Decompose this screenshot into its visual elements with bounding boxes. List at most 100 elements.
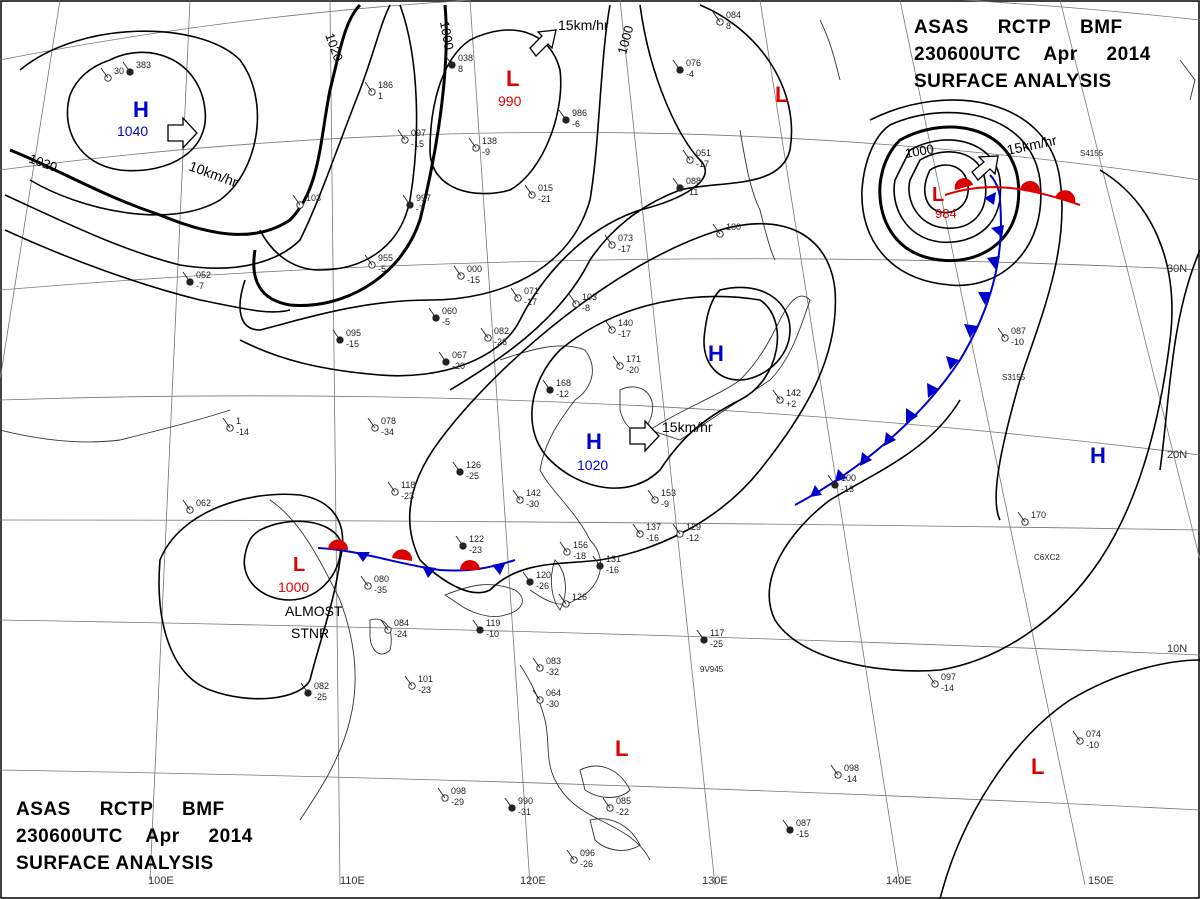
stationary-front-symbols (328, 539, 506, 578)
station-pressure: 083 (546, 656, 561, 666)
station-plot: 062 (182, 498, 211, 514)
longitude-label: 140E (886, 875, 912, 887)
station-pressure: 015 (538, 183, 553, 193)
station-plot: 078-34 (367, 416, 396, 437)
pressure-centers: H 1040 L 990 L L 984 H H 1020 H L 1000 L… (117, 66, 1106, 779)
wind-barb-icon (100, 67, 109, 79)
station-tendency: -6 (572, 119, 580, 129)
motion-arrow-icon (971, 155, 999, 181)
station-pressure: 30 (114, 66, 124, 76)
latitude-label: 10N (1167, 643, 1187, 655)
title-line-2: 230600UTC Apr 2014 (16, 823, 253, 850)
station-pressure: 986 (572, 108, 587, 118)
longitude-label: 100E (148, 875, 174, 887)
wind-barb-icon (480, 327, 489, 339)
station-tendency: +2 (786, 399, 796, 409)
low-center-label: L (932, 184, 944, 206)
station-pressure: 186 (378, 80, 393, 90)
station-tendency: -21 (538, 194, 551, 204)
station-code: S3155 (1002, 373, 1026, 382)
station-code-title: RCTP (997, 17, 1052, 38)
station-plot: 131-16 (592, 554, 621, 575)
station-code: 9V945 (700, 665, 724, 674)
station-tendency: -23 (418, 685, 431, 695)
station-tendency: -15 (467, 275, 480, 285)
office-code: BMF (182, 799, 225, 820)
wind-barb-icon (472, 619, 481, 631)
title-line-2: 230600UTC Apr 2014 (914, 41, 1151, 68)
station-tendency: -23 (469, 545, 482, 555)
station-plot: 103-8 (568, 292, 597, 313)
high-center-label: H (1090, 443, 1106, 468)
wind-barb-icon (380, 619, 389, 631)
isobar-value: 1000 (904, 141, 935, 161)
station-plot: 122-23 (455, 534, 484, 555)
station-plot: 073-17 (604, 233, 633, 254)
station-tendency: 1 (378, 91, 383, 101)
wind-barb-icon (453, 265, 462, 277)
wind-barb-icon (682, 149, 691, 161)
station-tendency: -9 (661, 499, 669, 509)
station-tendency: -24 (394, 629, 407, 639)
wind-barb-icon (1017, 511, 1026, 523)
analysis-month: Apr (145, 826, 180, 847)
station-pressure: 101 (418, 674, 433, 684)
wind-barb-icon (455, 535, 464, 547)
station-plot: 997-7 (402, 193, 431, 214)
station-pressure: 078 (381, 416, 396, 426)
wind-barb-icon (397, 129, 406, 141)
wind-barb-icon (512, 489, 521, 501)
station-pressure: 076 (686, 58, 701, 68)
station-plot: 100 (712, 222, 741, 238)
wind-barb-icon (387, 481, 396, 493)
wind-barb-icon (602, 797, 611, 809)
station-pressure: 103 (582, 292, 597, 302)
title-line-3: SURFACE ANALYSIS (914, 68, 1151, 95)
station-plot: 101-23 (404, 674, 433, 695)
station-pressure: 098 (844, 763, 859, 773)
station-plot: 087-15 (782, 818, 811, 839)
station-tendency: -29 (451, 797, 464, 807)
station-plot: 084-24 (380, 618, 409, 639)
product-name: SURFACE ANALYSIS (16, 853, 214, 874)
cold-front-pacific-barbs (810, 192, 1004, 497)
title-block-bottom: ASAS RCTP BMF 230600UTC Apr 2014 SURFACE… (16, 796, 253, 877)
station-pressure: 1 (236, 416, 241, 426)
station-tendency: -10 (486, 629, 499, 639)
station-plot: 083-32 (532, 656, 561, 677)
wind-barb-icon (222, 417, 231, 429)
latitude-label: 30N (1167, 263, 1187, 275)
low-center-label: L (775, 82, 788, 107)
latitude-label: 20N (1167, 449, 1187, 461)
wind-barb-icon (504, 797, 513, 809)
station-tendency: -30 (546, 699, 559, 709)
wind-barb-icon (830, 764, 839, 776)
wind-barb-icon (1072, 730, 1081, 742)
station-pressure: 168 (556, 378, 571, 388)
product-name: SURFACE ANALYSIS (914, 71, 1112, 92)
motion-arrow-icon (629, 419, 660, 453)
station-pressure: 153 (661, 488, 676, 498)
wind-barb-icon (332, 329, 341, 341)
station-plot: 067-20 (438, 350, 467, 371)
station-pressure: 084 (726, 10, 741, 20)
station-plot: 097-15 (397, 128, 426, 149)
station-plot: 074-10 (1072, 729, 1101, 750)
station-tendency: -12 (556, 389, 569, 399)
station-pressure: 131 (606, 554, 621, 564)
fronts (317, 174, 1081, 578)
high-center-value: 1020 (577, 457, 608, 473)
station-pressure: 142 (786, 388, 801, 398)
station-pressure: 000 (467, 264, 482, 274)
station-pressure: 129 (686, 522, 701, 532)
station-plot: 098-29 (437, 786, 466, 807)
station-pressure: 120 (536, 570, 551, 580)
station-plot: 052-7 (182, 270, 211, 291)
station-codes: S4155 S3155 C6XC2 9V945 (700, 149, 1104, 674)
station-pressure: 082 (314, 681, 329, 691)
station-pressure: 140 (618, 318, 633, 328)
wind-barb-icon (364, 254, 373, 266)
high-center-label: H (586, 429, 602, 454)
wind-barb-icon (532, 689, 541, 701)
station-plot: 156-18 (559, 540, 588, 561)
